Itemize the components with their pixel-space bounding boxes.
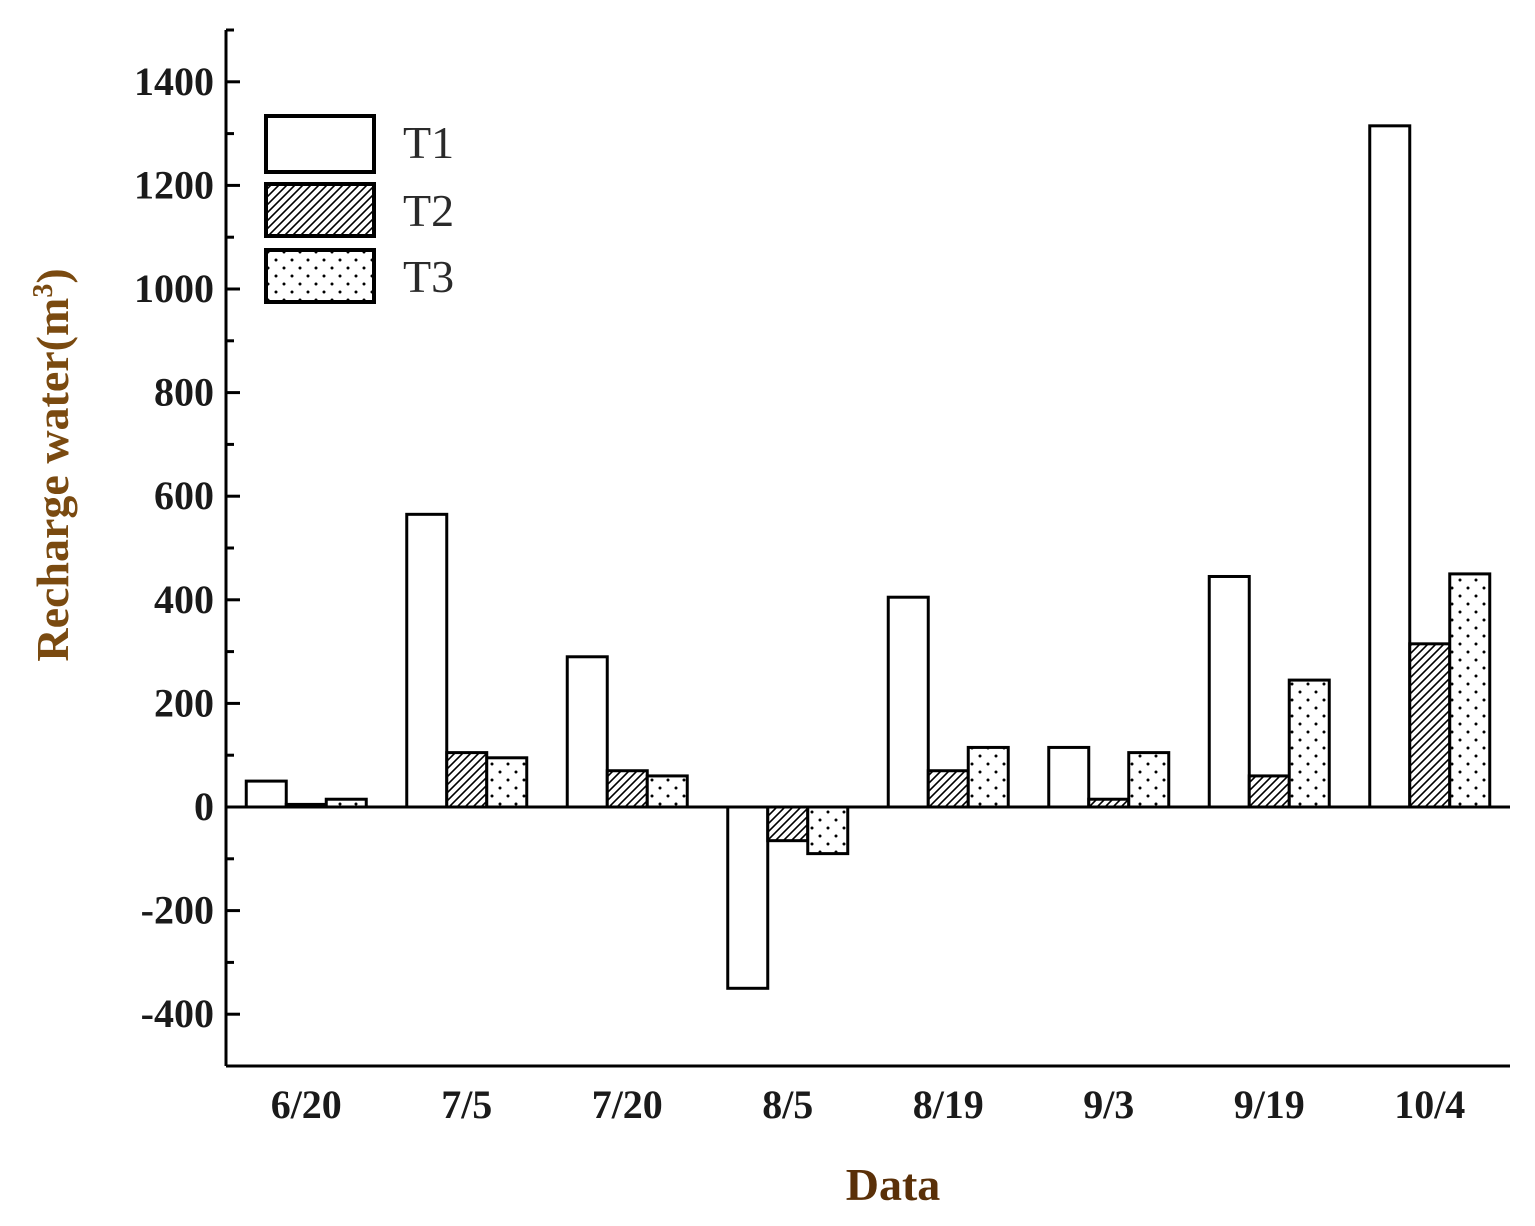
x-tick-label: 8/19 [913, 1082, 984, 1127]
y-tick-label: 400 [154, 577, 214, 622]
y-tick-label: 800 [154, 370, 214, 415]
x-tick-label: 7/5 [441, 1082, 492, 1127]
y-tick-label: 600 [154, 473, 214, 518]
legend-swatch-t2 [264, 182, 376, 238]
bars-group [244, 124, 1492, 990]
y-tick-label: -400 [141, 991, 214, 1036]
x-tick-label: 8/5 [762, 1082, 813, 1127]
bar-t2-9-19 [1247, 774, 1291, 809]
legend-swatch-t3 [264, 248, 376, 304]
y-tick-label: 1400 [134, 59, 214, 104]
bar-t2-10-4 [1408, 642, 1452, 809]
bar-t2-7-5 [445, 751, 489, 809]
bar-t2-8-19 [926, 769, 970, 809]
legend-label-t2: T2 [403, 185, 454, 236]
bar-t3-10-4 [1448, 572, 1492, 809]
x-tick-label: 6/20 [271, 1082, 342, 1127]
x-tick-label: 9/3 [1083, 1082, 1134, 1127]
y-tick-label: 0 [194, 784, 214, 829]
x-axis-labels: 6/20 7/5 7/20 8/5 8/19 9/3 9/19 10/4 [271, 1082, 1466, 1127]
bar-t3-8-5 [806, 805, 850, 856]
bar-t3-7-5 [485, 756, 529, 809]
bar-t1-6-20 [244, 779, 288, 809]
bar-t1-7-5 [405, 512, 449, 809]
bar-t1-8-19 [886, 595, 930, 809]
legend: T1 T2 T3 [264, 114, 454, 304]
bar-t3-7-20 [645, 774, 689, 809]
x-axis-title: Data [846, 1159, 941, 1210]
bar-t3-9-19 [1287, 678, 1331, 809]
y-tick-label: 200 [154, 680, 214, 725]
bar-t3-8-19 [966, 745, 1010, 809]
legend-label-t1: T1 [403, 117, 454, 168]
bar-t2-7-20 [605, 769, 649, 809]
legend-label-t3: T3 [403, 251, 454, 302]
bar-t2-8-5 [766, 805, 810, 843]
x-tick-label: 7/20 [592, 1082, 663, 1127]
bar-t1-9-3 [1047, 745, 1091, 809]
x-tick-label: 10/4 [1394, 1082, 1465, 1127]
bar-t1-7-20 [565, 655, 609, 809]
bar-t1-10-4 [1368, 124, 1412, 809]
bar-t1-8-5 [726, 805, 770, 990]
legend-swatch-t1 [264, 114, 376, 174]
y-tick-label: 1200 [134, 162, 214, 207]
y-axis-ticks: -400 -200 0 200 400 600 800 1000 1200 1400 [134, 28, 240, 1068]
x-tick-label: 9/19 [1234, 1082, 1305, 1127]
bar-t3-9-3 [1127, 751, 1171, 809]
y-tick-label: 1000 [134, 266, 214, 311]
y-axis-title: Recharge water(m3) [27, 268, 78, 661]
bar-t1-9-19 [1207, 574, 1251, 809]
y-tick-label: -200 [141, 888, 214, 933]
